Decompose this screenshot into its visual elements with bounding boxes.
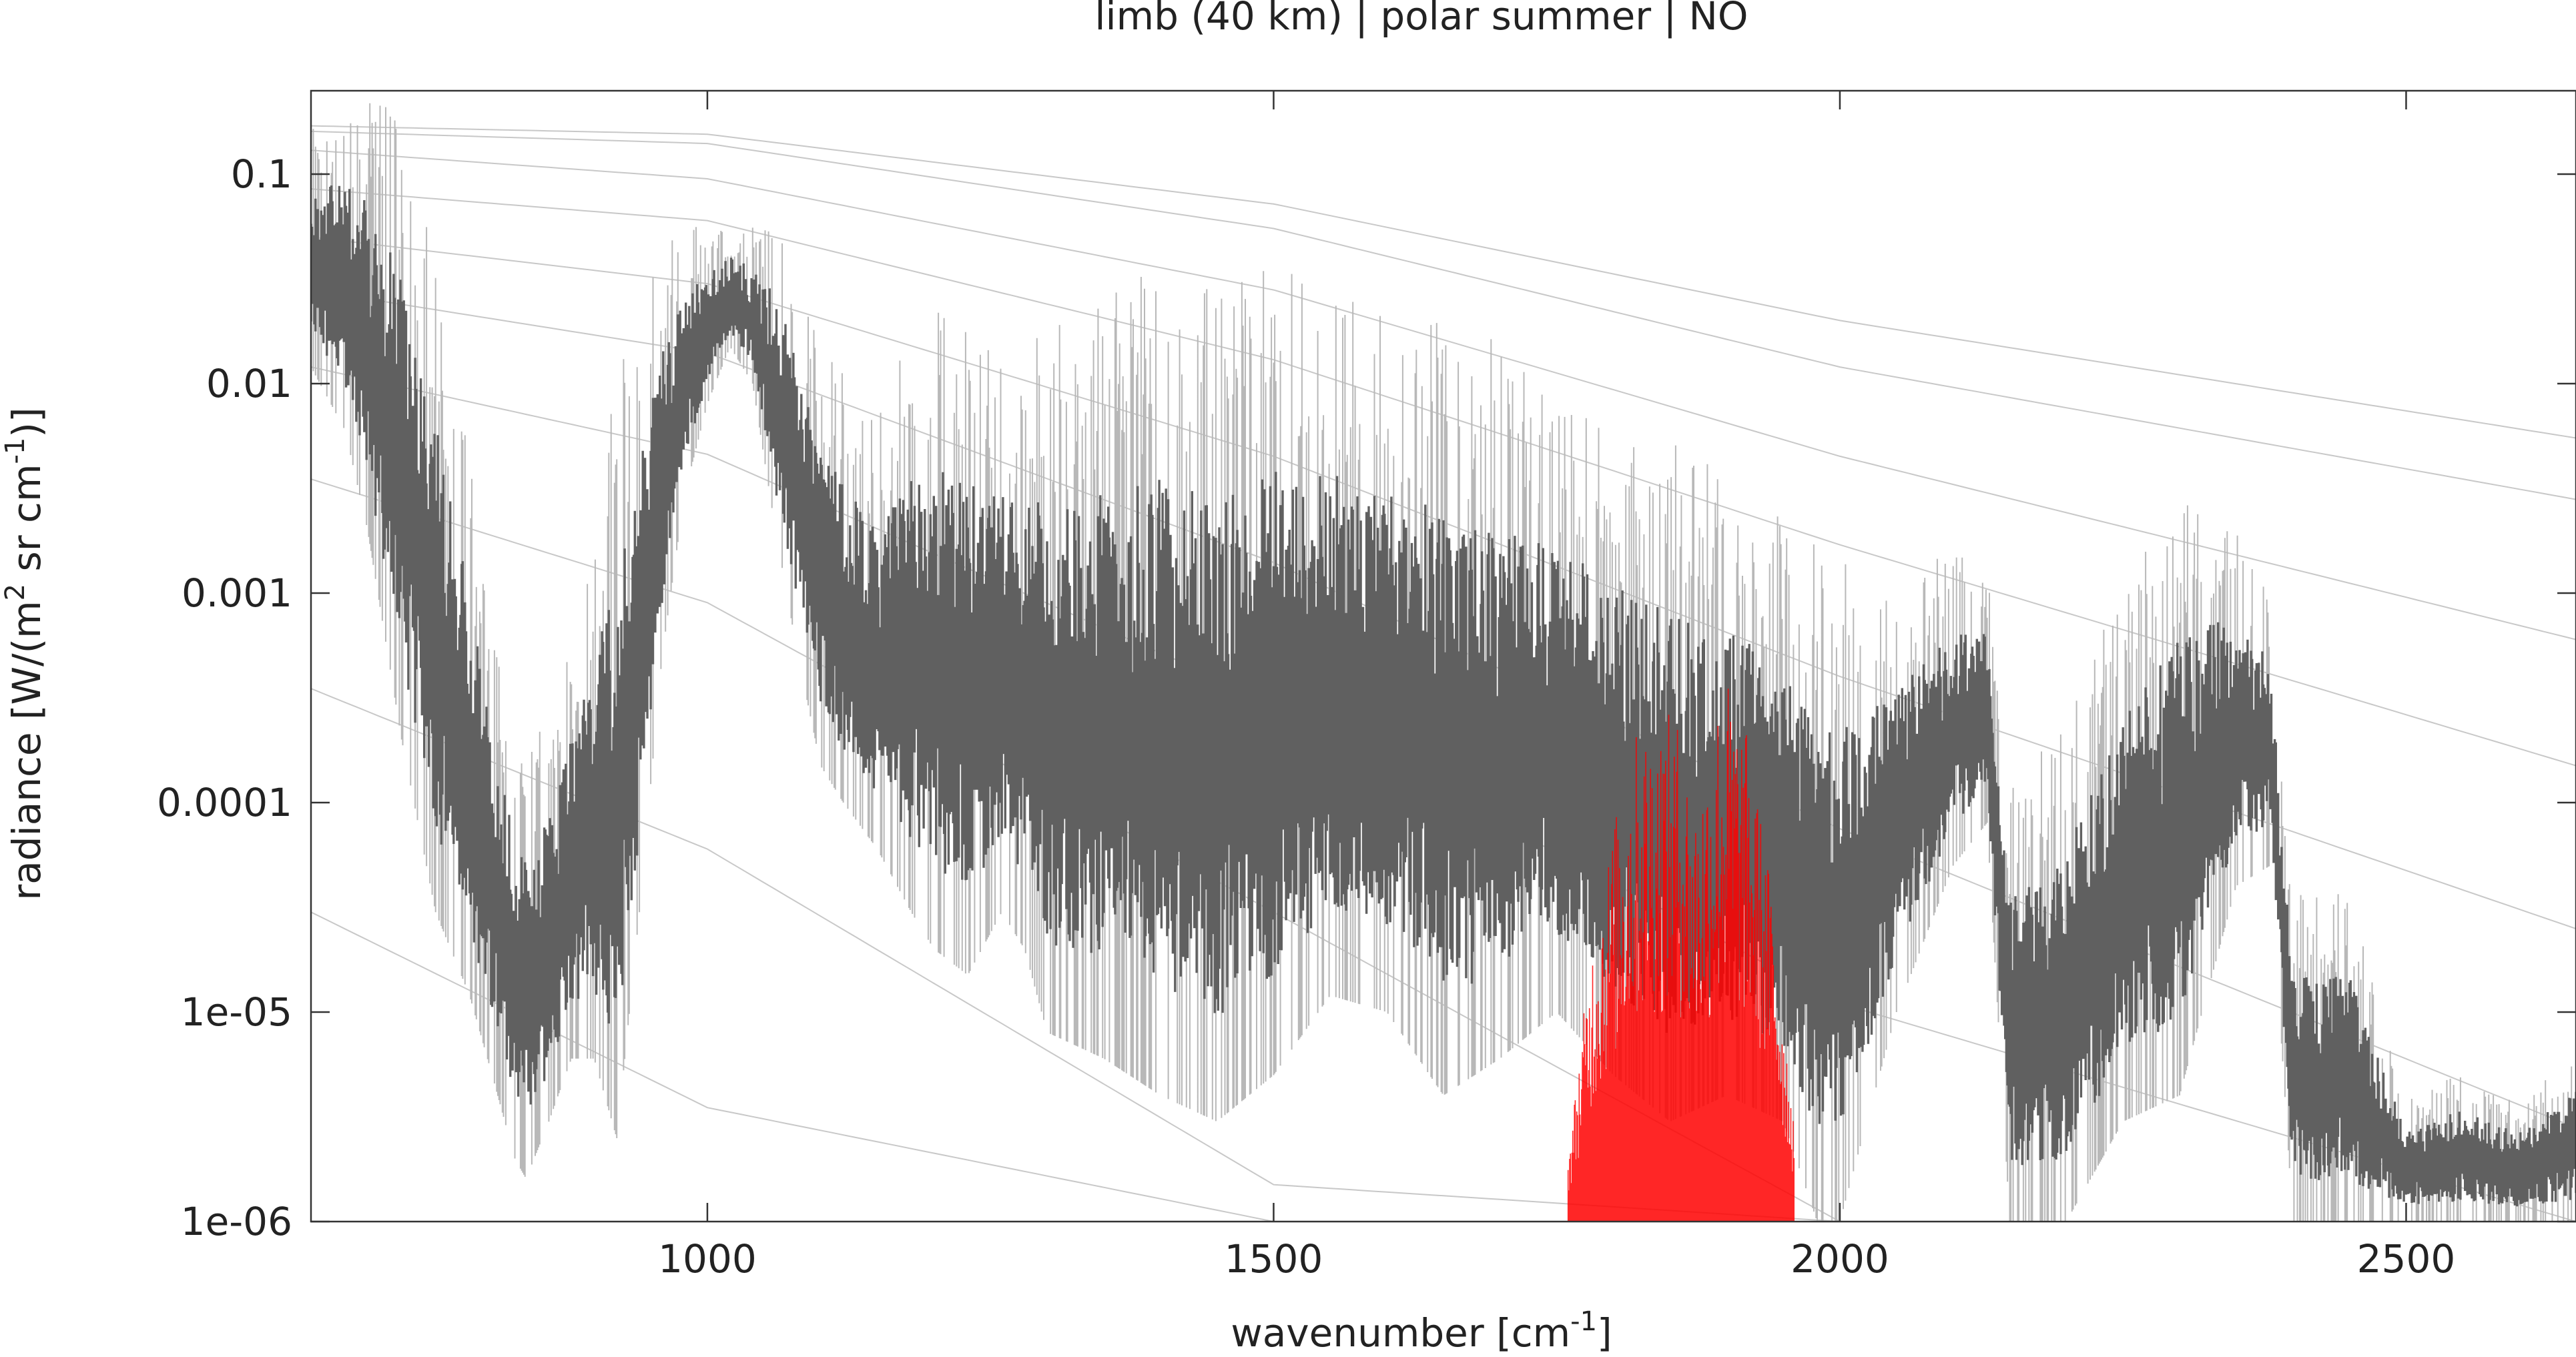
y-tick-label: 0.0001 [157,780,292,825]
x-tick-label: 2500 [2357,1236,2456,1282]
y-tick-label: 1e-06 [181,1199,292,1244]
spectrum-lines-total [311,185,2576,1207]
no-band-lines [1567,689,1795,1222]
reference-curve-8 [311,478,2576,1222]
x-tick-label: 1500 [1225,1236,1323,1282]
reference-curve-1 [311,125,2576,439]
y-tick-label: 1e-05 [181,989,292,1035]
y-tick-label: 0.01 [206,361,292,406]
plot-frame [310,89,2576,1223]
y-tick-label: 0.1 [231,151,292,197]
reference-curve-9 [311,688,2576,1222]
reference-curve-3 [311,149,2576,640]
y-axis-label: radiance [W/(m2 sr cm-1)] [0,407,49,900]
x-tick-label: 1000 [658,1236,757,1282]
reference-curve-10 [311,911,2576,1222]
x-axis: 1000 1500 2000 2500 [658,91,2455,1282]
y-axis: 0.1 0.01 0.001 0.0001 1e-05 1e-06 [157,151,2576,1244]
x-tick-label: 2000 [1791,1236,1889,1282]
chart-title: limb (40 km) | polar summer | NO [1094,0,1748,39]
plot-area [311,103,2576,1222]
y-tick-label: 0.001 [182,570,292,616]
reference-curve-2 [311,130,2576,500]
reference-curve-4 [311,188,2576,767]
x-axis-label: wavenumber [cm-1] [1231,1306,1612,1356]
